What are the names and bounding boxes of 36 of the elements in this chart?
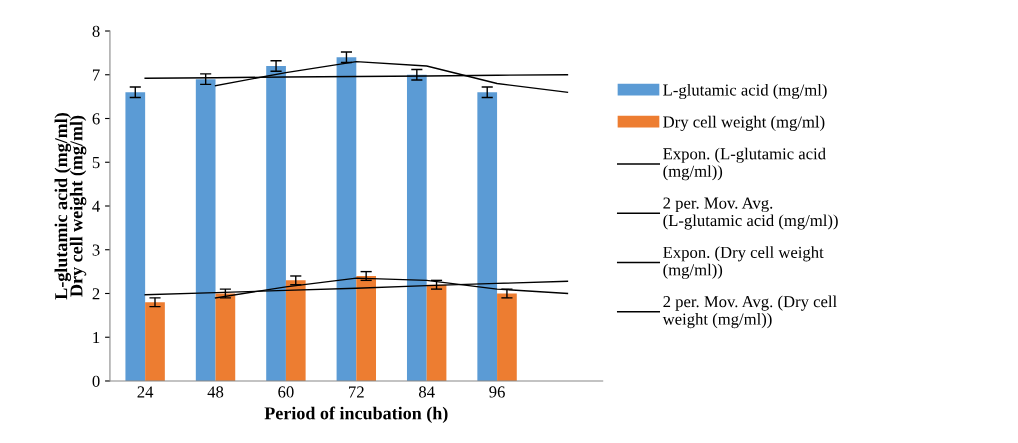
- bar: [266, 66, 286, 381]
- y-tick-label: 8: [92, 25, 100, 37]
- legend-label: Dry cell weight (mg/ml): [663, 115, 825, 132]
- y-tick-label: 2: [92, 288, 100, 300]
- y-axis-title: L-glutamic acid (mg/ml) Dry cell weight (mg/ml): [54, 113, 87, 300]
- legend-label: L-glutamic acid (mg/ml): [663, 83, 827, 100]
- x-tick-label: 48: [207, 386, 224, 398]
- bar: [285, 280, 306, 381]
- bar: [497, 293, 517, 381]
- x-axis-title: Period of incubation (h): [264, 406, 448, 424]
- y-tick-label: 4: [92, 200, 100, 212]
- y-tick-label: 7: [92, 69, 100, 81]
- y-tick-label: 5: [92, 157, 100, 169]
- y-tick-label: 6: [92, 113, 100, 125]
- legend-label: Expon. (Dry cell weight (mg/ml)): [663, 246, 824, 279]
- bar: [125, 92, 146, 381]
- y-tick-label: 0: [92, 375, 100, 387]
- x-tick-label: 96: [489, 386, 505, 398]
- bar: [215, 293, 236, 381]
- legend-label: 2 per. Mov. Avg. (Dry cell weight (mg/ml)): [662, 295, 837, 329]
- x-tick-label: 72: [349, 386, 364, 398]
- bar: [426, 284, 447, 381]
- bar: [477, 92, 498, 381]
- x-tick-label: 84: [418, 386, 435, 398]
- legend-label: Expon. (L-glutamic acid (mg/ml)): [663, 147, 826, 181]
- line-series: [144, 280, 569, 296]
- bar: [356, 275, 377, 381]
- x-tick-label: 24: [137, 386, 154, 398]
- bar: [195, 79, 216, 381]
- bar: [336, 57, 357, 381]
- y-tick-label: 3: [92, 244, 100, 256]
- bar: [145, 302, 165, 381]
- legend-label: 2 per. Mov. Avg. (L-glutamic acid (mg/ml)): [663, 197, 838, 230]
- y-tick-label: 1: [93, 332, 100, 344]
- bar: [406, 74, 427, 381]
- x-tick-label: 60: [278, 386, 294, 398]
